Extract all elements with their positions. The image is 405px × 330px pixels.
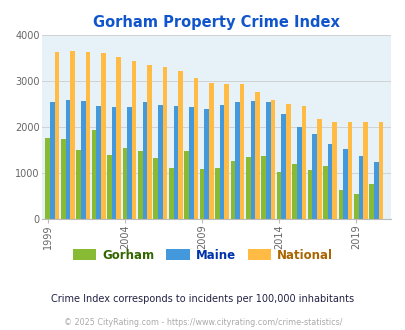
Bar <box>199 169 204 219</box>
Bar <box>138 151 142 219</box>
Bar <box>332 122 336 219</box>
Bar <box>338 190 342 219</box>
Bar <box>107 154 111 219</box>
Bar <box>270 100 275 219</box>
Bar <box>50 102 55 219</box>
Bar <box>234 102 239 219</box>
Bar <box>147 65 151 219</box>
Bar <box>342 149 347 219</box>
Bar <box>362 122 367 219</box>
Bar <box>245 157 250 219</box>
Legend: Gorham, Maine, National: Gorham, Maine, National <box>68 244 337 266</box>
Bar <box>85 52 90 219</box>
Bar <box>281 114 286 219</box>
Bar <box>188 107 193 219</box>
Bar <box>322 166 327 219</box>
Bar <box>45 138 50 219</box>
Bar <box>286 104 290 219</box>
Bar <box>193 79 198 219</box>
Bar <box>204 109 209 219</box>
Title: Gorham Property Crime Index: Gorham Property Crime Index <box>93 15 339 30</box>
Bar <box>168 168 173 219</box>
Bar <box>92 130 96 219</box>
Bar <box>178 71 182 219</box>
Bar <box>70 51 75 219</box>
Bar <box>153 158 158 219</box>
Bar <box>209 82 213 219</box>
Bar <box>296 127 301 219</box>
Bar <box>158 105 162 219</box>
Bar <box>184 151 188 219</box>
Bar <box>127 107 132 219</box>
Bar <box>122 148 127 219</box>
Bar <box>255 92 259 219</box>
Text: Crime Index corresponds to incidents per 100,000 inhabitants: Crime Index corresponds to incidents per… <box>51 294 354 304</box>
Bar <box>265 102 270 219</box>
Bar <box>307 170 311 219</box>
Text: © 2025 CityRating.com - https://www.cityrating.com/crime-statistics/: © 2025 CityRating.com - https://www.city… <box>64 318 341 327</box>
Bar <box>292 164 296 219</box>
Bar <box>316 119 321 219</box>
Bar <box>239 84 244 219</box>
Bar <box>358 156 362 219</box>
Bar <box>76 149 81 219</box>
Bar <box>61 139 65 219</box>
Bar <box>219 105 224 219</box>
Bar <box>116 57 121 219</box>
Bar <box>96 106 101 219</box>
Bar <box>111 107 116 219</box>
Bar <box>353 194 358 219</box>
Bar <box>81 101 85 219</box>
Bar <box>347 122 352 219</box>
Bar <box>215 168 219 219</box>
Bar <box>250 101 255 219</box>
Bar <box>311 134 316 219</box>
Bar <box>230 161 234 219</box>
Bar <box>132 61 136 219</box>
Bar <box>327 144 332 219</box>
Bar <box>173 106 178 219</box>
Bar <box>65 100 70 219</box>
Bar <box>224 84 228 219</box>
Bar <box>101 53 105 219</box>
Bar <box>276 173 281 219</box>
Bar <box>55 52 59 219</box>
Bar <box>142 102 147 219</box>
Bar <box>378 122 382 219</box>
Bar <box>301 106 305 219</box>
Bar <box>162 67 167 219</box>
Bar <box>261 156 265 219</box>
Bar <box>369 184 373 219</box>
Bar <box>373 162 378 219</box>
